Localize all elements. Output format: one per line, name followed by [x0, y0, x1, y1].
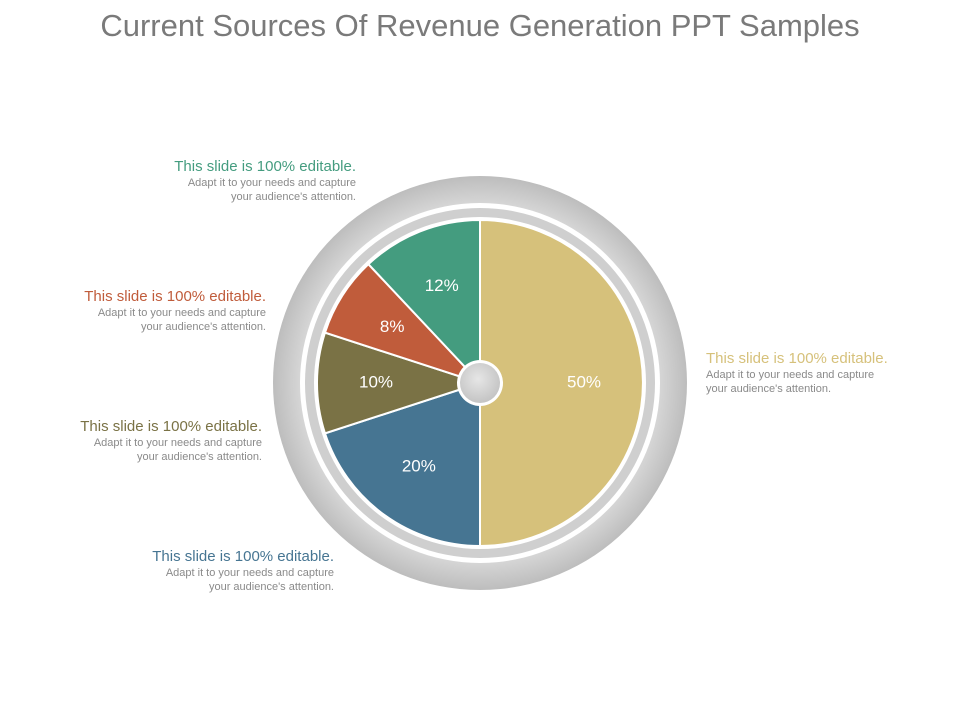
slice-value-label: 20% — [402, 457, 436, 476]
note-body-line1: Adapt it to your needs and capture — [706, 369, 875, 381]
note-olive: This slide is 100% editable. Adapt it to… — [0, 418, 262, 464]
slice-value-label: 12% — [425, 276, 459, 295]
pie-slice — [323, 381, 481, 548]
note-yellow: This slide is 100% editable. Adapt it to… — [706, 350, 946, 396]
note-red: This slide is 100% editable. Adapt it to… — [0, 288, 266, 334]
note-body-line2: your audience's attention. — [706, 383, 832, 395]
note-body-line2: your audience's attention. — [208, 581, 334, 593]
slice-value-label: 50% — [567, 372, 601, 391]
note-body-line1: Adapt it to your needs and capture — [187, 177, 356, 189]
note-body-line1: Adapt it to your needs and capture — [97, 307, 266, 319]
slice-value-label: 8% — [380, 317, 405, 336]
note-heading: This slide is 100% editable. — [174, 158, 356, 175]
note-body-line2: your audience's attention. — [136, 451, 262, 463]
pie-slice-labels: 50% 20% 10% 8% 12% — [359, 276, 601, 476]
center-hub-inner — [460, 363, 500, 403]
note-blue: This slide is 100% editable. Adapt it to… — [34, 548, 334, 594]
note-body-line1: Adapt it to your needs and capture — [93, 437, 262, 449]
note-body-line1: Adapt it to your needs and capture — [165, 567, 334, 579]
slice-value-label: 10% — [359, 372, 393, 391]
pie-slices — [316, 218, 644, 548]
note-heading: This slide is 100% editable. — [80, 418, 262, 435]
note-heading: This slide is 100% editable. — [84, 288, 266, 305]
pie-slice — [479, 218, 644, 548]
note-heading: This slide is 100% editable. — [152, 548, 334, 565]
pie-slice — [367, 218, 481, 386]
note-green: This slide is 100% editable. Adapt it to… — [56, 158, 356, 204]
note-heading: This slide is 100% editable. — [706, 350, 888, 367]
note-body-line2: your audience's attention. — [140, 321, 266, 333]
note-body-line2: your audience's attention. — [230, 191, 356, 203]
pie-slice — [316, 331, 484, 435]
slide-title: Current Sources Of Revenue Generation PP… — [100, 8, 860, 43]
